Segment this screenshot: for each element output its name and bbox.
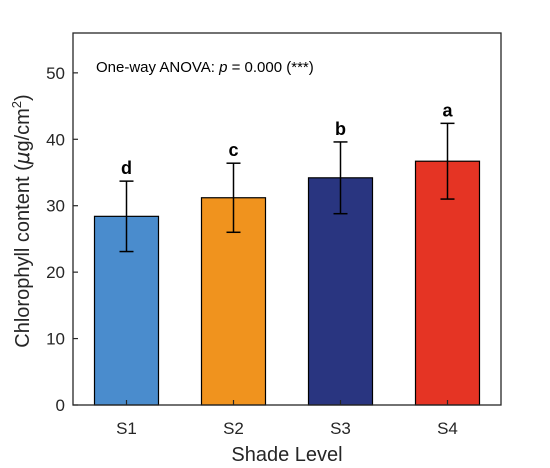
x-tick-label-S3: S3: [330, 419, 351, 438]
y-tick-label-40: 40: [46, 130, 65, 149]
y-axis-title-unit: g/cm: [12, 108, 34, 151]
x-axis-ticks: S1 S2 S3 S4: [116, 400, 458, 438]
y-axis-title-mu: μ: [10, 152, 34, 166]
y-tick-label-30: 30: [46, 197, 65, 216]
x-tick-label-S2: S2: [223, 419, 244, 438]
anova-p-symbol: p: [218, 59, 227, 76]
y-tick-label-0: 0: [56, 396, 65, 415]
x-tick-label-S4: S4: [437, 419, 458, 438]
error-bars-group: [119, 122, 455, 253]
y-axis-title: Chlorophyll content (μg/cm2): [9, 94, 34, 347]
anova-prefix: One-way ANOVA:: [96, 59, 219, 76]
significance-letters-group: d c b a: [121, 100, 453, 178]
y-axis-title-superscript: 2: [9, 101, 24, 108]
bar-S4: [414, 160, 481, 406]
y-axis-ticks: 0 10 20 30 40 50: [46, 64, 78, 415]
significance-letter-S3: b: [335, 119, 346, 139]
y-axis-title-prefix: Chlorophyll content (: [12, 164, 34, 348]
x-axis-title: Shade Level: [231, 444, 342, 466]
significance-letter-S2: c: [228, 140, 238, 160]
y-tick-label-50: 50: [46, 64, 65, 83]
significance-letter-S4: a: [442, 100, 453, 120]
significance-letter-S1: d: [121, 158, 132, 178]
bars-group: [93, 160, 481, 406]
anova-annotation: One-way ANOVA: p = 0.000 (***): [96, 59, 314, 76]
plot-frame: [72, 32, 502, 406]
anova-suffix: = 0.000 (***): [227, 59, 313, 76]
y-tick-label-20: 20: [46, 263, 65, 282]
y-tick-label-10: 10: [46, 330, 65, 349]
y-axis-title-suffix: ): [12, 94, 34, 101]
x-tick-label-S1: S1: [116, 419, 137, 438]
